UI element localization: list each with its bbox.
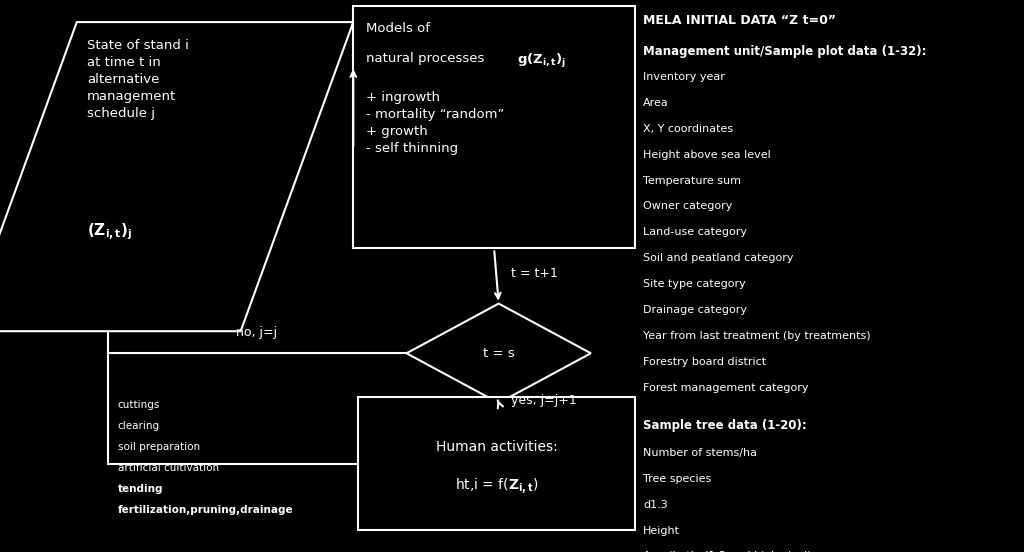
Text: $\mathbf{(Z_{i,t})_j}$: $\mathbf{(Z_{i,t})_j}$ [87,221,132,242]
Text: Models of: Models of [366,22,430,35]
Text: d1.3: d1.3 [643,500,668,509]
Text: Site type category: Site type category [643,279,745,289]
Text: Management unit/Sample plot data (1-32):: Management unit/Sample plot data (1-32): [643,45,927,59]
Text: Soil and peatland category: Soil and peatland category [643,253,794,263]
Text: t = t+1: t = t+1 [511,267,558,280]
Text: Forestry board district: Forestry board district [643,357,766,367]
Text: Number of stems/ha: Number of stems/ha [643,448,757,458]
Text: artificial cultivation: artificial cultivation [118,463,219,473]
Text: Sample tree data (1-20):: Sample tree data (1-20): [643,419,807,432]
Text: Temperature sum: Temperature sum [643,176,741,185]
Text: natural processes: natural processes [366,52,488,66]
Bar [353,6,635,248]
Text: cuttings: cuttings [118,400,160,410]
Text: MELA INITIAL DATA “Z t=0”: MELA INITIAL DATA “Z t=0” [643,14,836,27]
Text: no, j=j: no, j=j [237,326,278,339]
Text: Owner category: Owner category [643,201,732,211]
Text: Height: Height [643,526,680,535]
Text: + ingrowth
- mortality “random”
+ growth
- self thinning: + ingrowth - mortality “random” + growth… [366,91,504,155]
Text: ht,i = f($\mathbf{Z_{i,t}}$): ht,i = f($\mathbf{Z_{i,t}}$) [455,476,539,496]
Text: Drainage category: Drainage category [643,305,748,315]
Text: soil preparation: soil preparation [118,442,200,452]
Text: clearing: clearing [118,421,160,431]
Text: X, Y coordinates: X, Y coordinates [643,124,733,134]
Text: tending: tending [118,484,163,494]
Text: Height above sea level: Height above sea level [643,150,771,160]
Text: Year from last treatment (by treatments): Year from last treatment (by treatments) [643,331,870,341]
Bar [358,397,635,530]
Text: fertilization,pruning,drainage: fertilization,pruning,drainage [118,505,294,515]
Polygon shape [407,304,591,403]
Text: Forest management category: Forest management category [643,383,809,393]
Polygon shape [0,22,353,331]
Text: t = s: t = s [483,347,514,360]
Text: Human activities:: Human activities: [436,440,557,454]
Text: Tree species: Tree species [643,474,712,484]
Text: yes, j=j+1: yes, j=j+1 [511,394,577,407]
Text: $\mathbf{g(Z_{i,t})_j}$: $\mathbf{g(Z_{i,t})_j}$ [517,52,566,71]
Text: Inventory year: Inventory year [643,72,725,82]
Text: Land-use category: Land-use category [643,227,748,237]
Text: State of stand i
at time t in
alternative
management
schedule j: State of stand i at time t in alternativ… [87,39,188,120]
Text: Area: Area [643,98,669,108]
